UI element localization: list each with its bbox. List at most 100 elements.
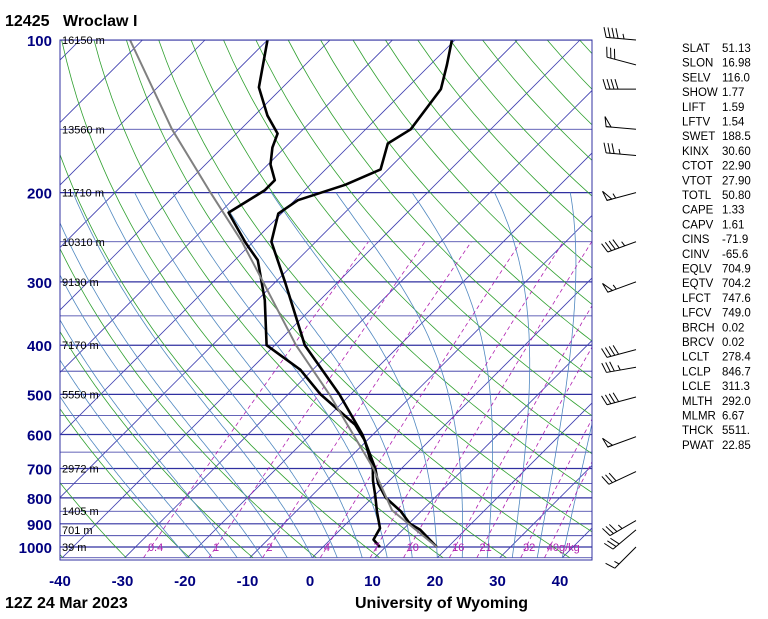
barb-flag: [602, 363, 607, 372]
index-name: CAPE: [682, 205, 714, 217]
barb-half-flag: [618, 365, 620, 370]
wind-barb: [602, 393, 636, 405]
temperature-tick-label: -10: [237, 573, 259, 590]
dry-adiabat: [0, 40, 126, 558]
index-value: 0.02: [722, 337, 744, 349]
wind-barb: [607, 47, 636, 65]
temperature-tick-label: 30: [489, 573, 506, 590]
temperature-tick-label: 20: [427, 573, 444, 590]
barb-pennant: [605, 117, 611, 128]
index-name: BRCV: [682, 337, 714, 349]
wind-barb: [603, 437, 636, 447]
barb-flag: [605, 395, 610, 404]
barb-flag: [611, 79, 614, 89]
isotherm: [0, 40, 205, 558]
index-name: SELV: [682, 72, 711, 84]
barb-flag: [608, 143, 610, 153]
pressure-tick-label: 300: [27, 275, 52, 292]
barb-pennant: [603, 438, 613, 447]
isotherm: [0, 40, 18, 558]
barb-flag: [602, 396, 607, 405]
index-value: 292.0: [722, 396, 751, 408]
index-name: EQLV: [682, 264, 712, 276]
dry-adiabat: [0, 40, 63, 558]
isotherm: [125, 40, 643, 558]
wind-barb: [602, 521, 636, 536]
height-label: 10310 m: [62, 237, 105, 249]
pressure-tick-label: 100: [27, 33, 52, 50]
pressure-tick-label: 400: [27, 338, 52, 355]
barb-half-flag: [614, 561, 619, 563]
height-label: 39 m: [62, 542, 86, 554]
index-value: 22.90: [722, 161, 751, 173]
index-value: 16.98: [722, 58, 751, 70]
isotherm: [437, 40, 768, 558]
barb-flag: [616, 28, 618, 38]
isotherm: [0, 40, 518, 558]
index-value: 749.0: [722, 308, 751, 320]
index-value: 5511.: [722, 425, 750, 437]
barb-staff: [606, 153, 636, 156]
index-name: CTOT: [682, 161, 713, 173]
moist-adiabat: [336, 193, 463, 558]
index-value: 1.54: [722, 117, 745, 129]
index-value: 311.3: [722, 381, 750, 393]
barb-half-flag: [618, 525, 622, 529]
temperature-tick-label: -30: [112, 573, 134, 590]
barb-flag: [607, 79, 610, 89]
mixing-ratio-label: 4: [324, 542, 330, 554]
wind-barbs: [602, 27, 636, 568]
isotherm: [62, 40, 580, 558]
index-name: SLAT: [682, 43, 710, 55]
height-label: 11710 m: [62, 188, 104, 200]
pressure-tick-label: 900: [27, 517, 52, 534]
index-value: 846.7: [722, 366, 751, 378]
barb-flag: [610, 362, 615, 371]
station-id: 12425: [5, 13, 50, 30]
index-name: MLMR: [682, 411, 716, 423]
index-value: 6.67: [722, 411, 744, 423]
height-label: 5550 m: [62, 389, 99, 401]
index-name: THCK: [682, 425, 714, 437]
pressure-tick-label: 800: [27, 491, 52, 508]
index-value: 27.90: [722, 175, 751, 187]
index-value: 51.13: [722, 43, 751, 55]
moist-adiabat: [102, 193, 337, 558]
pressure-tick-label: 600: [27, 428, 52, 445]
height-label: 1405 m: [62, 506, 99, 518]
barb-pennant: [603, 191, 612, 200]
wind-barb: [605, 117, 636, 130]
mixing-ratio-label: 0.4: [148, 542, 163, 554]
wind-barb: [602, 362, 636, 373]
moist-adiabat: [495, 193, 530, 558]
index-value: 1.61: [722, 219, 744, 231]
index-value: -65.6: [722, 249, 748, 261]
index-value: 1.59: [722, 102, 744, 114]
index-name: SLON: [682, 58, 713, 70]
mixing-ratio-line: [449, 242, 630, 558]
index-value: 0.02: [722, 322, 744, 334]
barb-staff: [606, 367, 636, 372]
moist-adiabat: [537, 193, 576, 558]
barb-half-flag: [622, 242, 625, 246]
barb-staff: [606, 37, 636, 40]
wind-barb: [606, 547, 636, 568]
height-label: 701 m: [62, 525, 93, 537]
index-name: MLTH: [682, 396, 712, 408]
isotherm: [0, 40, 455, 558]
dry-adiabat: [191, 40, 696, 558]
temperature-tick-label: 0: [306, 573, 314, 590]
pressure-tick-label: 700: [27, 461, 52, 478]
mixing-ratio-label: 7: [373, 542, 379, 554]
index-name: CINS: [682, 234, 710, 246]
index-value: 30.60: [722, 146, 751, 158]
barb-flag: [606, 563, 615, 568]
dry-adiabat: [94, 40, 506, 558]
mixing-ratio-line: [404, 242, 592, 558]
barb-flag: [606, 362, 611, 371]
barb-half-flag: [619, 149, 620, 154]
index-value: 704.9: [722, 264, 751, 276]
barb-staff: [613, 530, 636, 549]
pressure-tick-label: 200: [27, 186, 52, 203]
index-value: 50.80: [722, 190, 751, 202]
